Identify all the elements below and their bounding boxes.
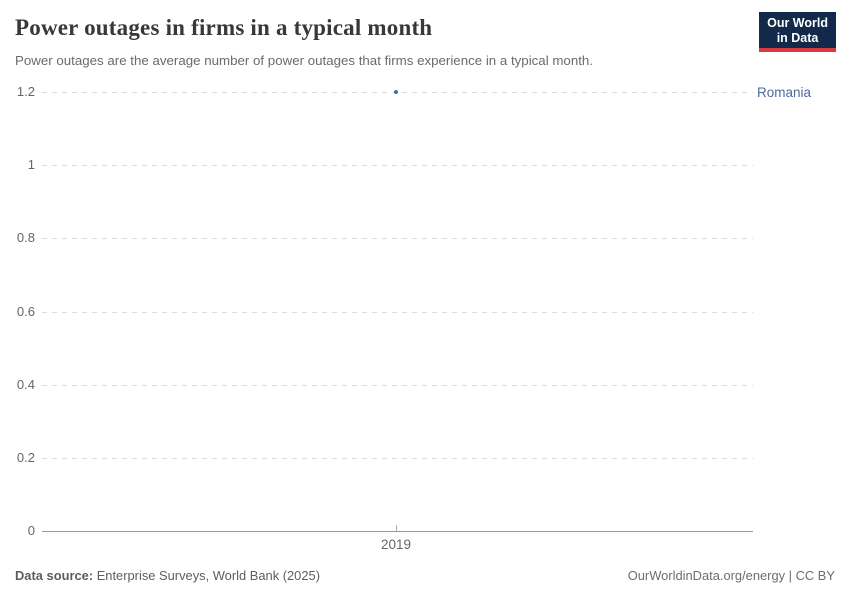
owid-logo-line1: Our World bbox=[767, 16, 828, 30]
chart-subtitle: Power outages are the average number of … bbox=[15, 53, 593, 68]
owid-logo-line2: in Data bbox=[776, 30, 819, 45]
x-axis-tick bbox=[396, 525, 398, 531]
entity-label-romania[interactable]: Romania bbox=[757, 85, 812, 100]
gridline bbox=[42, 238, 753, 240]
chart-title: Power outages in firms in a typical mont… bbox=[15, 15, 433, 40]
x-axis-line bbox=[42, 531, 753, 532]
data-source-value: Enterprise Surveys, World Bank (2025) bbox=[96, 568, 320, 583]
y-axis-tick-label: 1 bbox=[27, 157, 35, 173]
y-axis-tick-label: 0.4 bbox=[16, 376, 35, 392]
x-axis-tick-label: 2019 bbox=[381, 537, 412, 552]
y-axis-tick-label: 0.6 bbox=[16, 303, 35, 319]
y-axis-tick-label: 0.2 bbox=[16, 449, 35, 465]
data-point-romania[interactable] bbox=[394, 90, 399, 94]
gridline bbox=[42, 165, 753, 167]
gridline bbox=[42, 384, 753, 386]
owid-logo[interactable]: Our World in Data bbox=[759, 12, 836, 52]
y-axis-tick-label: 0.8 bbox=[16, 230, 35, 246]
data-source-label: Data source: bbox=[15, 568, 94, 583]
y-axis-tick-label: 0 bbox=[27, 523, 35, 538]
data-source: Data source: Enterprise Surveys, World B… bbox=[15, 568, 320, 584]
y-axis-tick-label: 1.2 bbox=[16, 84, 35, 99]
chart-footer: Data source: Enterprise Surveys, World B… bbox=[15, 568, 835, 584]
gridline bbox=[42, 311, 753, 313]
gridline bbox=[42, 457, 753, 459]
license-credit[interactable]: OurWorldinData.org/energy | CC BY bbox=[627, 568, 835, 583]
